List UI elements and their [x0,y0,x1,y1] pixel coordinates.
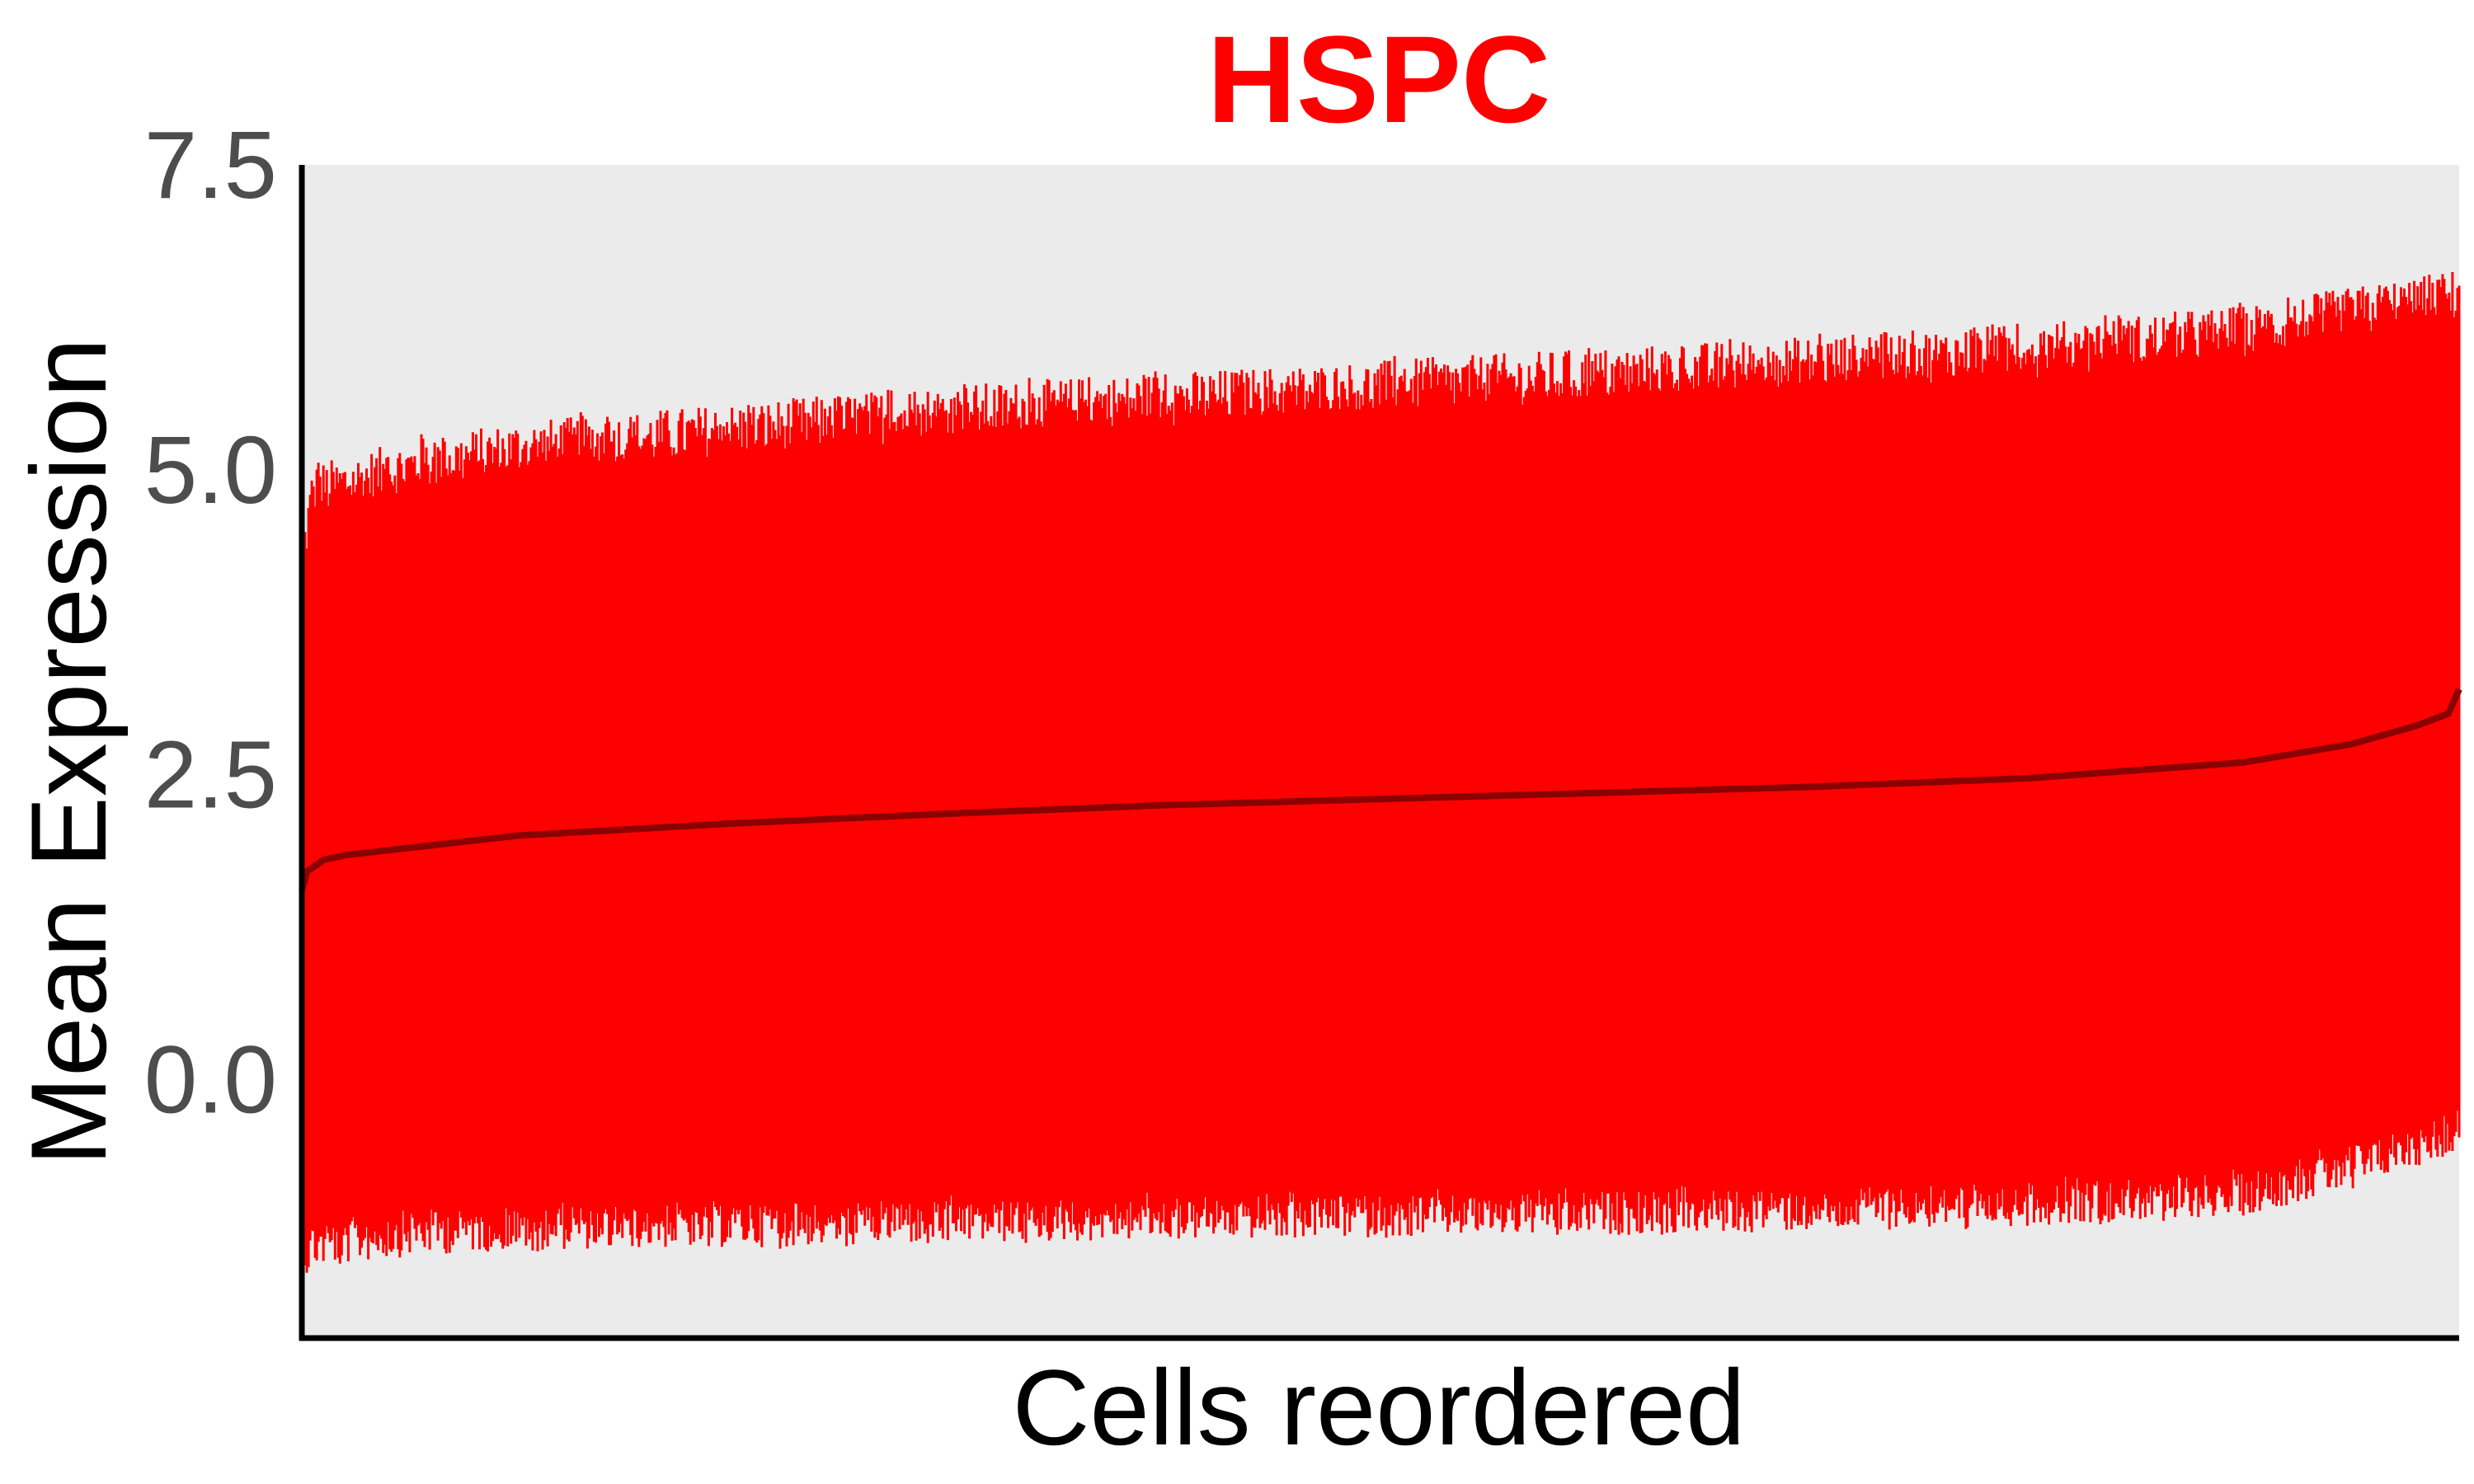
y-tick-label: 2.5 [144,721,277,829]
y-axis-ticks: 0.0 2.5 5.0 7.5 [144,111,277,1133]
x-axis-label: Cells reordered [1013,1347,1746,1468]
y-tick-label: 7.5 [144,111,277,218]
y-axis-label: Mean Expression [8,338,129,1166]
mean-line [299,688,2462,892]
mean-line-layer [299,688,2462,892]
chart-title: HSPC [1207,10,1551,148]
y-tick-label: 5.0 [144,416,277,524]
error-band-layer [300,272,2461,1284]
y-tick-label: 0.0 [144,1026,277,1133]
